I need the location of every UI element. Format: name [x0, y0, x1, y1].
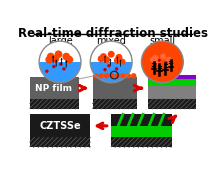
- Circle shape: [103, 68, 107, 71]
- Circle shape: [55, 50, 62, 58]
- Circle shape: [62, 67, 66, 70]
- Circle shape: [131, 73, 136, 78]
- Text: mixed: mixed: [96, 36, 126, 46]
- Circle shape: [53, 68, 59, 73]
- Circle shape: [160, 53, 166, 60]
- FancyArrow shape: [52, 55, 54, 63]
- Circle shape: [98, 73, 104, 78]
- Bar: [148, 77, 196, 99]
- Circle shape: [108, 51, 115, 58]
- Circle shape: [52, 65, 56, 68]
- Circle shape: [104, 70, 110, 76]
- Circle shape: [108, 67, 114, 74]
- Circle shape: [152, 55, 158, 61]
- Circle shape: [150, 57, 156, 63]
- Bar: [111, 114, 172, 137]
- Bar: [148, 99, 196, 109]
- Circle shape: [99, 65, 105, 71]
- Circle shape: [48, 73, 53, 78]
- Circle shape: [56, 72, 61, 77]
- Circle shape: [93, 73, 98, 78]
- Circle shape: [45, 70, 49, 73]
- Bar: [30, 77, 79, 99]
- Bar: [111, 114, 172, 126]
- Circle shape: [67, 68, 72, 74]
- Bar: [148, 79, 196, 86]
- Text: NP film: NP film: [35, 84, 72, 93]
- Circle shape: [164, 61, 170, 67]
- Bar: [148, 75, 196, 79]
- Circle shape: [98, 55, 105, 62]
- Circle shape: [100, 53, 107, 60]
- Circle shape: [115, 73, 120, 78]
- Circle shape: [141, 41, 183, 83]
- Text: CZTSSe: CZTSSe: [39, 121, 81, 131]
- FancyArrow shape: [104, 55, 106, 63]
- Bar: [111, 137, 172, 147]
- Circle shape: [115, 67, 118, 70]
- Wedge shape: [90, 62, 132, 83]
- Circle shape: [46, 65, 52, 71]
- Wedge shape: [90, 41, 132, 62]
- Circle shape: [114, 57, 121, 64]
- Circle shape: [90, 41, 132, 83]
- Circle shape: [158, 59, 161, 62]
- Bar: [30, 99, 79, 109]
- Wedge shape: [39, 41, 81, 62]
- Circle shape: [39, 41, 81, 83]
- Bar: [30, 114, 90, 137]
- Text: large: large: [48, 36, 72, 46]
- Circle shape: [126, 73, 131, 78]
- Circle shape: [59, 63, 62, 66]
- Circle shape: [165, 61, 168, 64]
- Circle shape: [154, 63, 157, 66]
- Bar: [93, 99, 137, 109]
- Circle shape: [165, 57, 172, 63]
- Circle shape: [107, 64, 111, 67]
- FancyArrow shape: [110, 58, 111, 66]
- Circle shape: [155, 59, 161, 65]
- Circle shape: [114, 71, 121, 77]
- FancyArrow shape: [61, 58, 63, 65]
- Circle shape: [62, 53, 70, 60]
- Circle shape: [42, 63, 47, 68]
- Circle shape: [62, 64, 67, 69]
- Circle shape: [103, 56, 110, 63]
- FancyArrow shape: [119, 59, 121, 67]
- Wedge shape: [141, 41, 183, 83]
- FancyArrow shape: [116, 56, 118, 64]
- Circle shape: [116, 54, 123, 61]
- Text: Real-time diffraction studies: Real-time diffraction studies: [18, 26, 208, 40]
- FancyArrow shape: [65, 60, 67, 67]
- Wedge shape: [39, 62, 81, 83]
- FancyArrow shape: [55, 59, 57, 67]
- Circle shape: [117, 64, 124, 70]
- Circle shape: [119, 58, 126, 65]
- Circle shape: [104, 73, 109, 78]
- Circle shape: [45, 56, 53, 64]
- Circle shape: [47, 53, 55, 60]
- Circle shape: [109, 73, 115, 78]
- Circle shape: [66, 56, 73, 64]
- Text: small: small: [149, 36, 175, 46]
- Bar: [93, 77, 137, 99]
- Bar: [30, 137, 90, 147]
- Circle shape: [120, 73, 126, 78]
- Circle shape: [51, 55, 59, 63]
